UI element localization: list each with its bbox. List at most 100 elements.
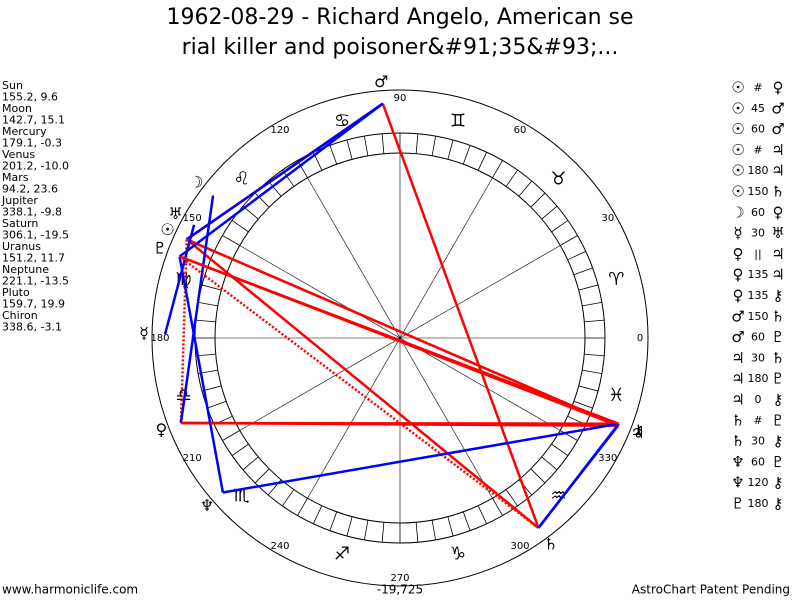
aspect-from: ♄ bbox=[731, 432, 744, 450]
planet-coords: 151.2, 11.7 bbox=[2, 252, 65, 265]
aspect-from: ♀ bbox=[733, 245, 744, 263]
aspect-type: 120 bbox=[748, 476, 769, 489]
tick bbox=[201, 284, 222, 291]
tick bbox=[431, 520, 436, 540]
tick bbox=[381, 133, 385, 154]
planet-coords: 94.2, 23.6 bbox=[2, 183, 58, 196]
tick bbox=[582, 302, 602, 307]
tick bbox=[447, 139, 454, 160]
aspect-to: ♄ bbox=[771, 349, 784, 367]
aspect-from: ♂ bbox=[731, 328, 744, 346]
tick bbox=[578, 385, 599, 392]
house-spoke bbox=[307, 177, 401, 339]
aspect-type: 30 bbox=[751, 435, 765, 448]
aspect-to: ♂ bbox=[771, 99, 784, 117]
aspect-to: ♀ bbox=[773, 79, 784, 97]
aspect-to: ♄ bbox=[771, 307, 784, 325]
aspect-type: 60 bbox=[751, 123, 765, 136]
planet-glyph: ☉ bbox=[160, 220, 174, 239]
tick bbox=[578, 284, 599, 291]
tick bbox=[582, 369, 602, 374]
tick bbox=[313, 505, 323, 524]
tick bbox=[431, 136, 436, 156]
footer-left: www.harmoniclife.com bbox=[2, 583, 138, 597]
tick bbox=[477, 505, 487, 524]
aspect-from: ♆ bbox=[731, 474, 744, 492]
aspect-from: ♄ bbox=[731, 411, 744, 429]
tick bbox=[477, 152, 487, 171]
planet-glyph: ⚷ bbox=[632, 421, 644, 440]
aspect-type: 150 bbox=[748, 310, 769, 323]
degree-label: 210 bbox=[183, 453, 202, 464]
house-spoke bbox=[399, 245, 561, 339]
tick bbox=[329, 511, 338, 531]
house-spoke bbox=[399, 337, 561, 431]
tick bbox=[254, 468, 270, 484]
outer-circle bbox=[151, 89, 649, 587]
aspect-from: ♇ bbox=[731, 495, 744, 513]
sign-glyph: ♒ bbox=[550, 485, 566, 506]
tick bbox=[198, 302, 218, 307]
sign-glyph: ♉ bbox=[550, 169, 566, 190]
planet-coords: 338.1, -9.8 bbox=[2, 206, 62, 219]
planet-coords: 159.7, 19.9 bbox=[2, 298, 65, 311]
sign-glyph: ♐ bbox=[334, 543, 350, 564]
house-spoke bbox=[399, 337, 493, 499]
aspect-to: ♃ bbox=[771, 266, 784, 284]
aspect-type: 135 bbox=[748, 289, 769, 302]
planet-coords: 221.1, -13.5 bbox=[2, 275, 69, 288]
footer-right: AstroChart Patent Pending bbox=[632, 583, 790, 597]
degree-label: 270 bbox=[390, 573, 409, 584]
tick bbox=[462, 145, 471, 165]
aspect-type: 180 bbox=[748, 372, 769, 385]
aspect-line bbox=[163, 224, 196, 335]
aspect-line bbox=[381, 103, 540, 529]
planet-name: Jupiter bbox=[1, 194, 38, 207]
tick bbox=[584, 353, 605, 357]
tick bbox=[573, 267, 593, 276]
tick bbox=[447, 516, 454, 537]
aspect-line bbox=[179, 195, 215, 424]
tick bbox=[541, 456, 558, 471]
aspect-line bbox=[222, 422, 620, 494]
title-line: 1962-08-29 - Richard Angelo, American se bbox=[166, 5, 633, 30]
aspect-to: ⚷ bbox=[773, 391, 784, 409]
sign-glyph: ♓ bbox=[608, 385, 624, 406]
aspect-from: ♃ bbox=[731, 391, 744, 409]
aspect-to: ♄ bbox=[771, 183, 784, 201]
tick bbox=[462, 511, 471, 531]
tick bbox=[242, 456, 259, 471]
aspect-line bbox=[179, 239, 188, 424]
aspect-line bbox=[178, 102, 384, 258]
planet-name: Neptune bbox=[2, 263, 49, 276]
aspect-type: 60 bbox=[751, 206, 765, 219]
planet-name: Moon bbox=[2, 102, 32, 115]
planet-glyph: ☿ bbox=[139, 323, 149, 342]
aspect-from: ☉ bbox=[731, 141, 744, 159]
aspect-line bbox=[178, 255, 540, 529]
aspect-type: # bbox=[753, 143, 762, 156]
planet-name: Mercury bbox=[2, 125, 47, 138]
tick bbox=[282, 489, 295, 507]
planet-coords: 179.1, -0.3 bbox=[2, 137, 62, 150]
planet-name: Sun bbox=[2, 79, 23, 92]
aspect-line bbox=[186, 238, 619, 427]
sign-glyph: ♈ bbox=[608, 269, 624, 290]
aspect-to: ♇ bbox=[771, 370, 784, 388]
tick bbox=[231, 220, 249, 233]
tick bbox=[415, 522, 419, 543]
aspect-to: ⚷ bbox=[773, 495, 784, 513]
tick bbox=[415, 133, 419, 154]
tick bbox=[551, 443, 569, 456]
planet-coords: 201.2, -10.0 bbox=[2, 160, 69, 173]
degree-label: 180 bbox=[150, 333, 169, 344]
degree-label: 300 bbox=[510, 541, 529, 552]
tick bbox=[551, 220, 569, 233]
planet-glyph: ♇ bbox=[153, 239, 167, 258]
degree-label: 60 bbox=[514, 125, 527, 136]
footer-center: -19,725 bbox=[377, 583, 423, 597]
planet-glyph: ♂ bbox=[374, 72, 388, 91]
title-line: rial killer and poisoner&#91;35&#93;... bbox=[182, 35, 619, 60]
tick bbox=[492, 498, 503, 516]
